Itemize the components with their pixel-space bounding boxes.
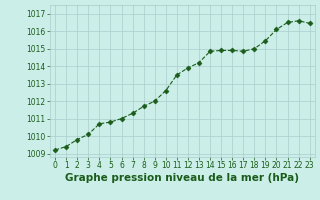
X-axis label: Graphe pression niveau de la mer (hPa): Graphe pression niveau de la mer (hPa) <box>65 173 300 183</box>
